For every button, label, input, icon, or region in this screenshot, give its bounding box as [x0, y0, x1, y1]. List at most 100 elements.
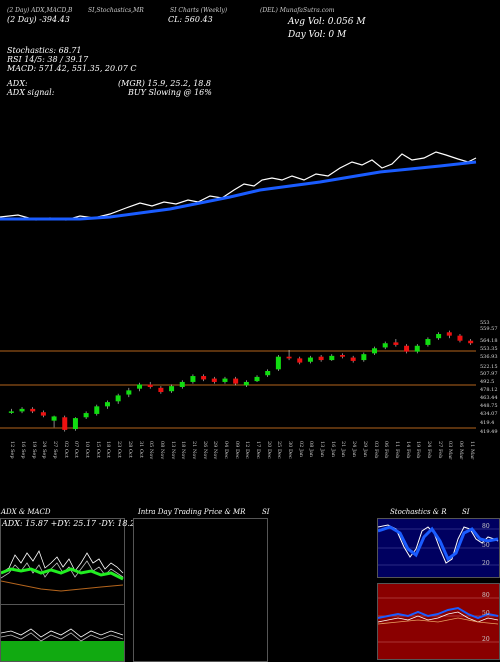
date-axis-label: 13 Jan [319, 441, 326, 458]
price-axis-label: 492.5 [480, 379, 495, 385]
date-axis-label: 03 Feb [372, 441, 379, 459]
stoch-level-50: 50 [482, 542, 490, 549]
date-axis-label: 15 Oct [94, 441, 101, 458]
date-axis-label: 06 Feb [383, 441, 390, 459]
price-axis-label: 434.07 [480, 411, 498, 417]
date-axis-label: 23 Oct [116, 441, 123, 458]
moving-average-line [0, 160, 477, 221]
candle-body [179, 381, 185, 387]
candle-body [190, 376, 196, 382]
buy-signal: BUY Slowing @ 16% [128, 88, 212, 97]
candle-body [307, 357, 313, 362]
adx-macd-values: ADX: 15.87 +DY: 25.17 -DY: 18.27 [2, 519, 141, 528]
candle-body [425, 339, 431, 345]
date-axis-label: 11 Feb [393, 441, 400, 459]
rsi-panel: 80 50 20 [377, 583, 500, 660]
candle-body [158, 387, 164, 393]
date-axis-label: 04 Dec [222, 441, 229, 459]
intraday-si: SI [262, 508, 270, 516]
candle-body [72, 418, 78, 430]
price-axis-label: 507.97 [480, 371, 498, 377]
date-axis-label: 05 Nov [148, 441, 155, 460]
candle-body [436, 333, 442, 339]
adx-signal-label: ADX signal: [7, 88, 55, 97]
date-axis-label: 10 Oct [84, 441, 91, 458]
rsi-value: RSI 14/5: 38 / 39.17 [7, 55, 89, 64]
candle-body [126, 390, 132, 395]
candle-body [62, 417, 68, 430]
date-axis-label: 06 Mar [457, 441, 464, 460]
candle-body [51, 416, 57, 421]
candle-body [201, 376, 207, 380]
candle-body [83, 413, 89, 418]
header-sub-1: (2 Day) -394.43 [7, 15, 70, 24]
stochastics-panel: 80 50 20 [377, 518, 500, 578]
header-title-4: (DEL) MunafaSutra.com [260, 7, 335, 14]
date-axis-label: 14 Feb [404, 441, 411, 459]
date-axis-label: 09 Dec [233, 441, 240, 459]
header-title-3: SI Charts (Weekly) [170, 7, 228, 14]
date-axis-label: 19 Sep [30, 441, 37, 459]
date-axis-label: 29 Jan [361, 441, 368, 458]
candle-body [286, 356, 292, 359]
candle-body [318, 356, 324, 361]
candle-body [382, 343, 388, 348]
date-axis-label: 24 Feb [425, 441, 432, 459]
mgr-value: (MGR) 15.9, 25.2, 18.8 [118, 79, 211, 88]
date-axis-label: 11 Mar [468, 441, 475, 460]
candle-body [350, 357, 356, 361]
candle-body [446, 332, 452, 336]
date-axis-label: 13 Nov [169, 441, 176, 460]
price-axis-label: 478.12 [480, 387, 498, 393]
candle-body [265, 371, 271, 376]
date-axis-label: 27 Sep [52, 441, 59, 459]
date-axis-label: 31 Oct [137, 441, 144, 458]
stochastics-lines [378, 524, 499, 566]
price-axis-label: 553.35 [480, 346, 498, 352]
date-axis-label: 21 Nov [190, 441, 197, 460]
stochastics-value: Stochastics: 68.71 [7, 46, 82, 55]
macd-divider [1, 604, 124, 605]
adx-macd-title: ADX & MACD [1, 508, 51, 516]
candle-body [30, 408, 36, 412]
candle-body [137, 384, 143, 389]
date-axis-label: 12 Sep [9, 441, 16, 459]
day-volume: Day Vol: 0 M [288, 30, 347, 40]
price-axis-label: 448.75 [480, 403, 498, 409]
price-line [0, 151, 477, 221]
macd-value: MACD: 571.42, 551.35, 20.07 C [7, 64, 137, 73]
date-axis-label: 25 Dec [276, 441, 283, 459]
candle-body [243, 381, 249, 386]
candle-body [254, 376, 260, 382]
date-axis-label: 02 Jan [297, 441, 304, 458]
candle-body [329, 355, 335, 361]
date-axis-label: 21 Jan [340, 441, 347, 458]
price-axis-label: 553 [480, 320, 490, 326]
candle-body [147, 384, 153, 387]
date-axis-label: 29 Nov [212, 441, 219, 460]
candle-body [222, 378, 228, 382]
date-axis-label: 02 Oct [62, 441, 69, 458]
price-axis-label: 536.93 [480, 354, 498, 360]
header-title-1: (2 Day) ADX,MACD,B [7, 7, 73, 14]
candle-body [94, 406, 100, 414]
macd-lines [1, 628, 124, 661]
adx-lines [1, 550, 124, 592]
candle-body [414, 345, 420, 352]
date-axis-label: 30 Dec [287, 441, 294, 459]
price-axis-label: 419.4 [480, 420, 495, 426]
candle-body [233, 378, 239, 384]
date-axis-label: 20 Dec [265, 441, 272, 459]
ma-chart [0, 151, 477, 221]
date-axis-label: 08 Nov [158, 441, 165, 460]
date-axis-label: 18 Oct [105, 441, 112, 458]
intraday-panel [133, 518, 268, 662]
date-axis-label: 26 Nov [201, 441, 208, 460]
candle-body [169, 386, 175, 392]
rsi-level-50: 50 [482, 610, 490, 617]
candlestick-chart [0, 330, 476, 432]
date-axis-label: 28 Oct [126, 441, 133, 458]
date-axis-label: 12 Dec [244, 441, 251, 459]
candle-body [297, 358, 303, 363]
header-close: CL: 560.43 [168, 15, 213, 24]
